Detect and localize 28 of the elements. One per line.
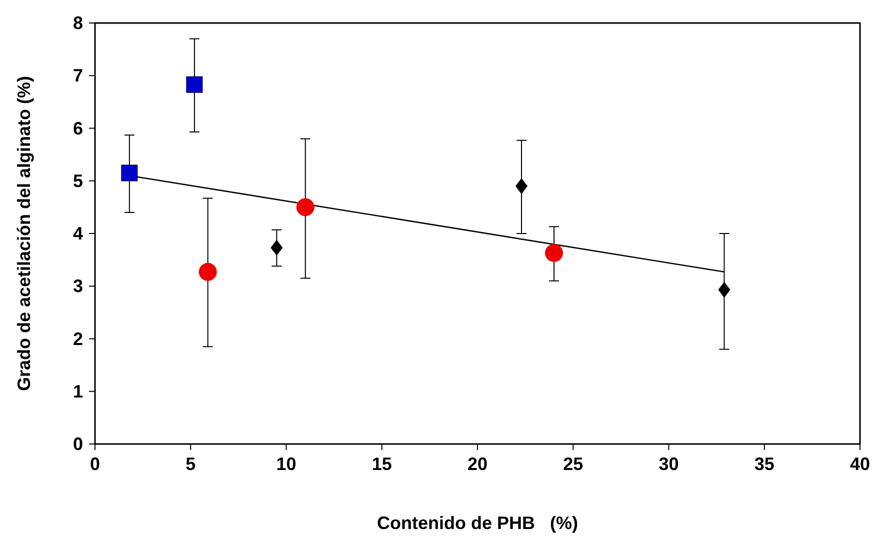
x-tick-label: 35	[754, 454, 774, 474]
x-tick-label: 30	[658, 454, 679, 474]
y-tick-label: 5	[72, 170, 83, 191]
point	[296, 198, 314, 216]
y-tick-label: 4	[72, 224, 83, 244]
point	[121, 164, 138, 182]
x-tick-label: 25	[563, 454, 584, 474]
y-tick-label: 2	[72, 328, 83, 349]
point	[270, 240, 283, 256]
point	[186, 76, 203, 93]
point	[718, 282, 730, 298]
y-tick-label: 7	[72, 66, 83, 86]
point	[545, 244, 563, 262]
y-tick-label: 6	[72, 118, 83, 138]
x-tick-label: 0	[90, 454, 100, 474]
y-tick-label: 1	[72, 381, 83, 402]
x-tick-label: 40	[850, 454, 870, 474]
point	[198, 262, 217, 281]
y-tick-label: 0	[72, 434, 83, 454]
x-tick-label: 5	[186, 454, 196, 474]
x-axis-title: Contenido de PHB (%)	[377, 513, 578, 533]
y-tick-label: 8	[72, 13, 83, 33]
x-tick-label: 10	[276, 454, 296, 474]
y-tick-label: 3	[72, 276, 83, 296]
y-axis-title: Grado de acetilación del alginato (%)	[14, 76, 34, 392]
point	[515, 178, 528, 194]
x-tick-label: 15	[372, 454, 392, 474]
x-tick-label: 20	[467, 454, 488, 474]
